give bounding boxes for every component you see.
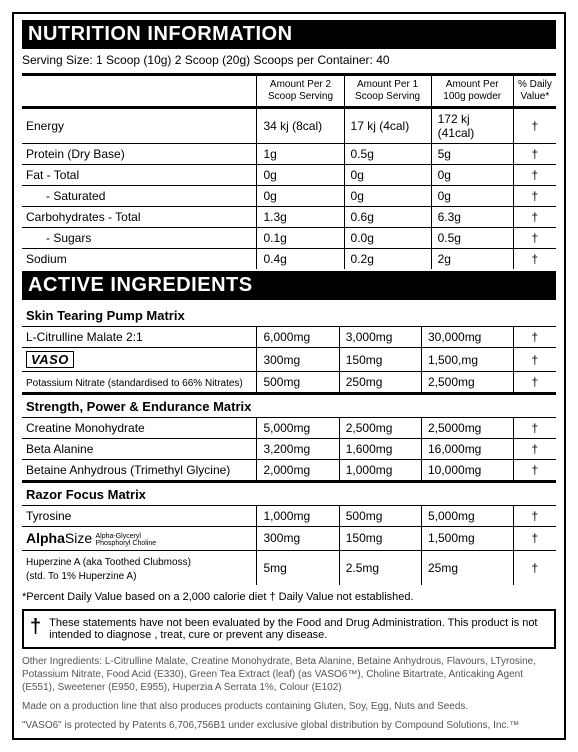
ingredient-row: Tyrosine1,000mg500mg5,000mg† [22,506,556,527]
nutrition-table: Amount Per 2 Scoop Serving Amount Per 1 … [22,76,556,269]
col-1scoop: Amount Per 1 Scoop Serving [344,76,431,108]
ingredient-row: L-Citrulline Malate 2:16,000mg3,000mg30,… [22,327,556,348]
matrix-title-row: Razor Focus Matrix [22,482,556,506]
nutrition-row: Protein (Dry Base)1g0.5g5g† [22,144,556,165]
matrix-title-row: Strength, Power & Endurance Matrix [22,394,556,418]
ingredient-row: AlphaSize Alpha-GlycerylPhosphoryl Choli… [22,527,556,551]
nutrition-panel: NUTRITION INFORMATION Serving Size: 1 Sc… [12,12,566,740]
ingredient-row: Huperzine A (aka Toothed Clubmoss)(std. … [22,550,556,585]
nutrition-row: Carbohydrates - Total1.3g0.6g6.3g† [22,207,556,228]
nutrition-row: Energy34 kj (8cal)17 kj (4cal)172 kj (41… [22,108,556,144]
active-header: ACTIVE INGREDIENTS [22,271,556,300]
ingredient-row: Betaine Anhydrous (Trimethyl Glycine)2,0… [22,460,556,482]
nutrition-row: - Sugars0.1g0.0g0.5g† [22,228,556,249]
allergen-line: Made on a production line that also prod… [22,694,556,713]
nutrition-row: - Saturated0g0g0g† [22,186,556,207]
ingredient-row: VASO300mg150mg1,500,mg† [22,348,556,372]
patent-line: "VASO6" is protected by Patents 6,706,75… [22,713,556,732]
fda-statement-box: † These statements have not been evaluat… [22,609,556,649]
footnote: *Percent Daily Value based on a 2,000 ca… [22,585,556,603]
col-dv: % Daily Value* [513,76,556,108]
matrix-title-row: Skin Tearing Pump Matrix [22,300,556,327]
col-2scoop: Amount Per 2 Scoop Serving [257,76,344,108]
serving-size: Serving Size: 1 Scoop (10g) 2 Scoop (20g… [22,49,556,76]
dagger-icon: † [30,617,41,637]
nutrition-header: NUTRITION INFORMATION [22,20,556,49]
ingredient-row: Potassium Nitrate (standardised to 66% N… [22,372,556,394]
ingredient-row: Creatine Monohydrate5,000mg2,500mg2,5000… [22,418,556,439]
other-ingredients: Other Ingredients: L-Citrulline Malate, … [22,649,556,694]
col-100g: Amount Per 100g powder [431,76,513,108]
nutrition-row: Fat - Total0g0g0g† [22,165,556,186]
nutrition-row: Sodium0.4g0.2g2g† [22,249,556,270]
ingredient-row: Beta Alanine3,200mg1,600mg16,000mg† [22,439,556,460]
fda-statement: These statements have not been evaluated… [49,617,548,641]
ingredients-table: Skin Tearing Pump MatrixL-Citrulline Mal… [22,300,556,585]
